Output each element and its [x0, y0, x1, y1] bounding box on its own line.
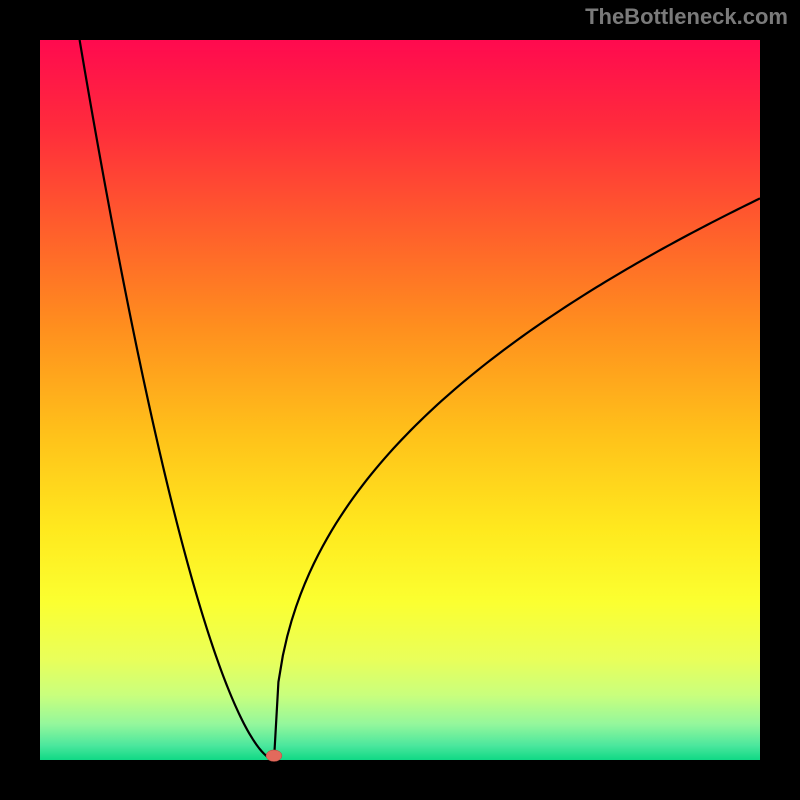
bottleneck-chart: [0, 0, 800, 800]
chart-container: TheBottleneck.com: [0, 0, 800, 800]
optimal-point-marker: [266, 750, 282, 762]
watermark-text: TheBottleneck.com: [585, 4, 788, 30]
